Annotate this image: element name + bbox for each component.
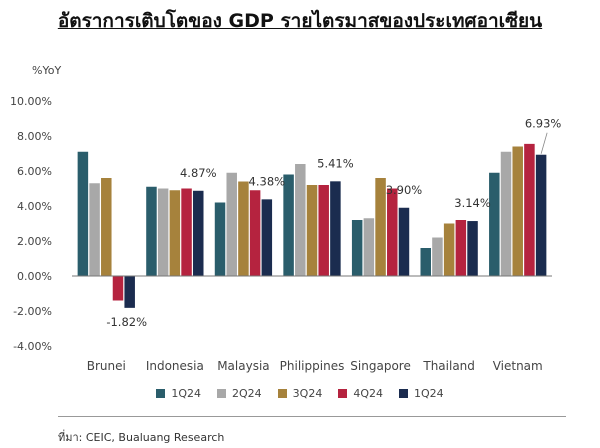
bar	[420, 248, 431, 276]
bar	[226, 172, 237, 276]
x-tick-label: Thailand	[422, 359, 475, 373]
data-label: 4.87%	[180, 166, 217, 180]
legend-label: 4Q24	[353, 387, 383, 400]
bar	[283, 174, 294, 276]
legend-item: 2Q24	[217, 387, 262, 400]
y-tick-label: 10.00%	[10, 95, 52, 108]
divider	[58, 416, 566, 417]
bar	[214, 202, 226, 276]
bar	[261, 199, 273, 276]
x-tick-label: Singapore	[350, 359, 411, 373]
chart-legend: 1Q24 2Q24 3Q24 4Q24 1Q24	[0, 387, 600, 400]
bar	[101, 178, 112, 276]
data-label: 3.90%	[386, 183, 423, 197]
bar	[169, 190, 181, 276]
bar	[238, 181, 249, 276]
bar	[157, 188, 169, 276]
bar	[387, 188, 398, 276]
bar	[398, 207, 410, 276]
bar	[330, 181, 341, 276]
x-tick-label: Malaysia	[217, 359, 269, 373]
data-label: 4.38%	[249, 174, 286, 188]
bar	[124, 276, 135, 308]
bar	[295, 164, 306, 276]
legend-label: 2Q24	[232, 387, 262, 400]
bar	[432, 237, 443, 276]
x-tick-label: Vietnam	[493, 359, 543, 373]
x-tick-label: Brunei	[87, 359, 126, 373]
y-tick-label: 8.00%	[17, 130, 52, 143]
bar	[181, 188, 192, 276]
data-label: -1.82%	[106, 315, 147, 329]
bar	[489, 172, 500, 276]
bar	[512, 146, 523, 276]
y-tick-label: 6.00%	[17, 165, 52, 178]
legend-swatch	[398, 389, 408, 398]
legend-item: 4Q24	[338, 387, 383, 400]
data-label: 6.93%	[525, 117, 562, 131]
bar	[535, 154, 547, 276]
bar	[351, 220, 363, 276]
source-note: ที่มา: CEIC, Bualuang Research	[58, 431, 225, 444]
bar	[375, 178, 386, 276]
bar	[146, 186, 157, 276]
bar	[77, 151, 89, 276]
bar	[318, 185, 329, 276]
bar	[500, 151, 512, 276]
x-tick-label: Indonesia	[146, 359, 204, 373]
y-tick-label: -2.00%	[13, 305, 52, 318]
bar	[193, 190, 204, 276]
legend-item: 3Q24	[277, 387, 323, 400]
bar	[89, 183, 100, 276]
legend-swatch	[277, 389, 287, 398]
data-label-leader	[540, 132, 548, 154]
data-label: 5.41%	[317, 156, 354, 170]
bar	[306, 185, 318, 276]
y-tick-label: 0.00%	[17, 270, 52, 283]
y-tick-label: 2.00%	[17, 235, 52, 248]
legend-label: 1Q24	[413, 387, 444, 400]
y-tick-label: 4.00%	[17, 200, 52, 213]
legend-swatch	[217, 389, 227, 398]
legend-label: 1Q24	[171, 387, 202, 400]
legend-swatch	[338, 389, 348, 398]
y-axis-label: %YoY	[32, 64, 62, 77]
data-label: 3.14%	[454, 196, 491, 210]
bar	[467, 221, 478, 276]
bar	[363, 218, 375, 276]
bar	[249, 190, 261, 276]
x-tick-label: Philippines	[280, 359, 345, 373]
bar	[524, 143, 535, 276]
bar	[443, 223, 455, 276]
legend-label: 3Q24	[292, 387, 323, 400]
bar	[112, 276, 124, 301]
legend-swatch	[156, 389, 166, 398]
legend-item: 1Q24	[156, 387, 201, 400]
y-tick-label: -4.00%	[13, 340, 52, 353]
legend-item: 1Q24	[398, 387, 444, 400]
bar	[455, 220, 467, 276]
chart-title: อัตราการเติบโตของ GDP รายไตรมาสของประเทศ…	[57, 10, 543, 32]
